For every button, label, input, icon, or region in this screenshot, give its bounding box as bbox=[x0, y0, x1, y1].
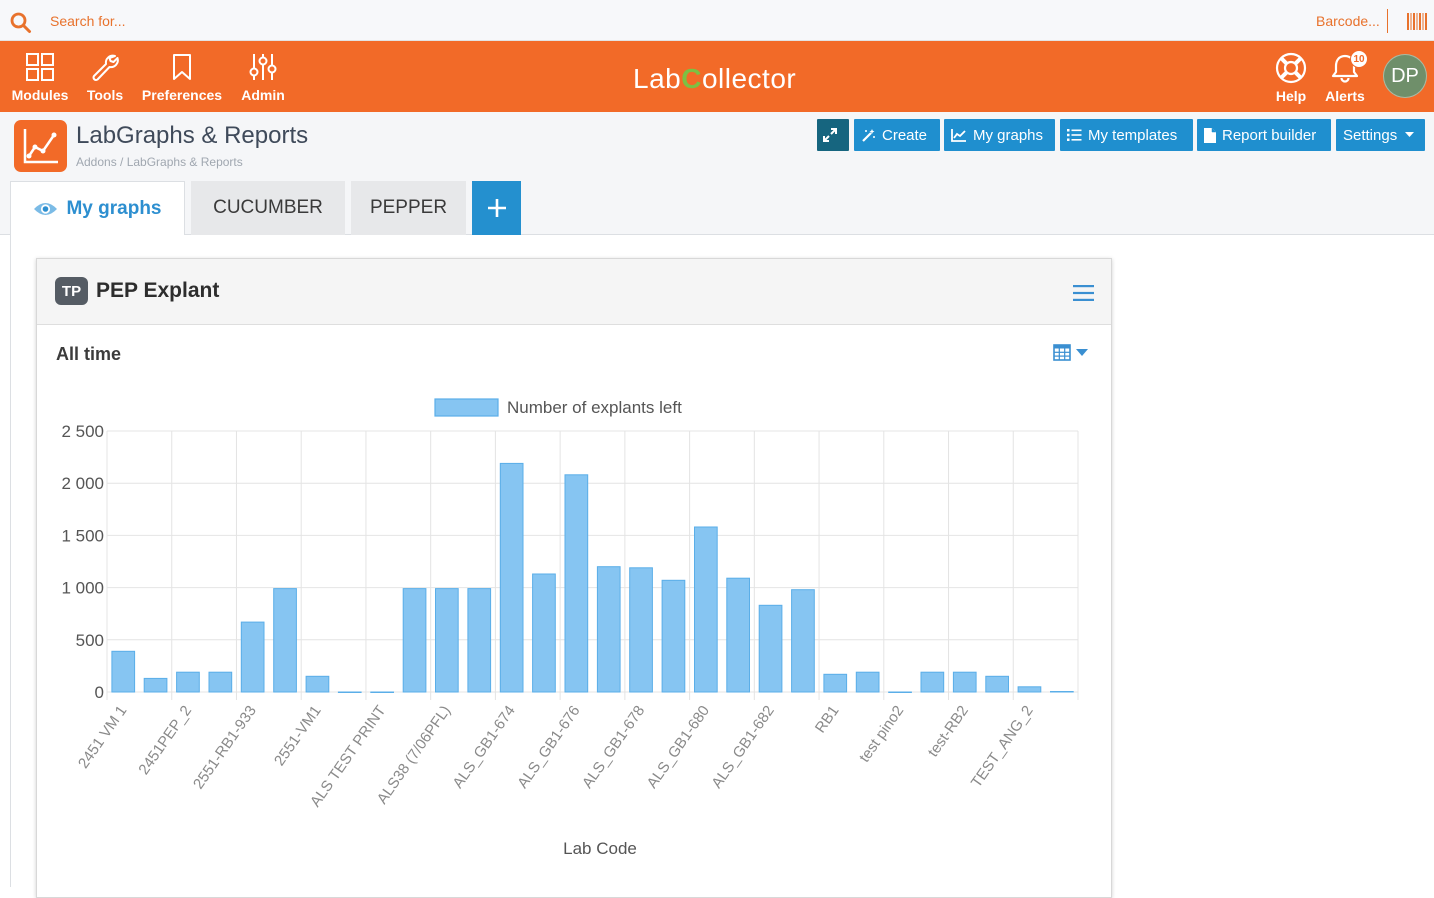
main-navbar bbox=[0, 41, 1434, 112]
tab-pepper[interactable]: PEPPER bbox=[351, 181, 466, 235]
bookmark-icon bbox=[173, 54, 191, 80]
graph-title: PEP Explant bbox=[96, 279, 220, 302]
nav-tools-label: Tools bbox=[86, 87, 124, 103]
plus-icon bbox=[487, 199, 506, 217]
my-templates-button-label: My templates bbox=[1088, 126, 1178, 144]
my-graphs-button-label: My graphs bbox=[973, 126, 1044, 144]
fullscreen-button[interactable] bbox=[817, 119, 849, 151]
nav-admin-label: Admin bbox=[241, 87, 285, 103]
alerts-count-badge: 10 bbox=[1350, 50, 1368, 68]
magic-wand-icon bbox=[862, 128, 875, 142]
graph-panel: TP PEP Explant All time bbox=[36, 258, 1112, 898]
logo-c-mark: C bbox=[681, 63, 702, 94]
nav-preferences-label: Preferences bbox=[141, 87, 223, 103]
sliders-icon bbox=[249, 54, 277, 80]
graph-panel-header: TP PEP Explant bbox=[37, 259, 1111, 325]
report-builder-button[interactable]: Report builder bbox=[1197, 119, 1331, 151]
lifebuoy-icon bbox=[1275, 52, 1307, 84]
my-templates-button[interactable]: My templates bbox=[1060, 119, 1193, 151]
add-tab-button[interactable] bbox=[472, 181, 521, 235]
report-builder-button-label: Report builder bbox=[1222, 126, 1317, 144]
settings-dropdown-button[interactable]: Settings bbox=[1336, 119, 1425, 151]
logo-prefix: Lab bbox=[633, 63, 682, 94]
logo-suffix: ollector bbox=[701, 63, 797, 94]
nav-preferences[interactable]: Preferences bbox=[139, 41, 225, 112]
barcode-input[interactable] bbox=[1316, 9, 1388, 33]
expand-arrows-icon bbox=[823, 128, 837, 142]
nav-help-label: Help bbox=[1275, 88, 1307, 104]
user-avatar[interactable]: DP bbox=[1383, 54, 1427, 98]
eye-icon bbox=[34, 202, 58, 215]
top-search-bar bbox=[0, 0, 1434, 41]
breadcrumb[interactable]: Addons / LabGraphs & Reports bbox=[76, 155, 243, 169]
create-button-label: Create bbox=[882, 126, 928, 144]
search-input[interactable] bbox=[50, 9, 450, 33]
barcode-icon[interactable] bbox=[1407, 13, 1427, 30]
search-icon[interactable] bbox=[10, 12, 32, 34]
line-chart-icon bbox=[23, 129, 58, 164]
nav-admin[interactable]: Admin bbox=[238, 41, 288, 112]
tab-cucumber[interactable]: CUCUMBER bbox=[191, 181, 345, 235]
caret-down-icon bbox=[1076, 348, 1088, 356]
nav-modules-label: Modules bbox=[11, 87, 69, 103]
period-label: All time bbox=[56, 344, 122, 364]
area-chart-icon bbox=[951, 129, 966, 142]
nav-modules[interactable]: Modules bbox=[9, 41, 71, 112]
date-range-picker[interactable] bbox=[1053, 343, 1088, 361]
settings-button-label: Settings bbox=[1343, 126, 1398, 144]
nav-alerts-label: Alerts bbox=[1325, 88, 1365, 104]
nav-help[interactable]: Help bbox=[1271, 41, 1311, 112]
page-title: LabGraphs & Reports bbox=[76, 122, 309, 149]
my-graphs-button[interactable]: My graphs bbox=[944, 119, 1055, 151]
modules-grid-icon bbox=[26, 53, 54, 81]
tab-cucumber-label: CUCUMBER bbox=[213, 197, 323, 218]
tab-pepper-label: PEPPER bbox=[369, 197, 448, 218]
file-icon bbox=[1204, 127, 1216, 143]
calendar-icon bbox=[1053, 344, 1071, 361]
nav-tools[interactable]: Tools bbox=[84, 41, 126, 112]
page-header bbox=[0, 112, 1434, 182]
tab-my-graphs-label: My graphs bbox=[66, 197, 162, 219]
list-icon bbox=[1067, 129, 1082, 141]
labgraphs-app-icon bbox=[14, 120, 67, 172]
nav-alerts[interactable]: Alerts bbox=[1322, 41, 1368, 112]
hamburger-menu-icon[interactable] bbox=[1073, 284, 1094, 302]
tab-my-graphs[interactable]: My graphs bbox=[10, 181, 185, 236]
create-button[interactable]: Create bbox=[854, 119, 940, 151]
caret-down-icon bbox=[1405, 132, 1415, 137]
template-type-badge: TP bbox=[55, 277, 88, 305]
wrench-icon bbox=[92, 54, 119, 81]
